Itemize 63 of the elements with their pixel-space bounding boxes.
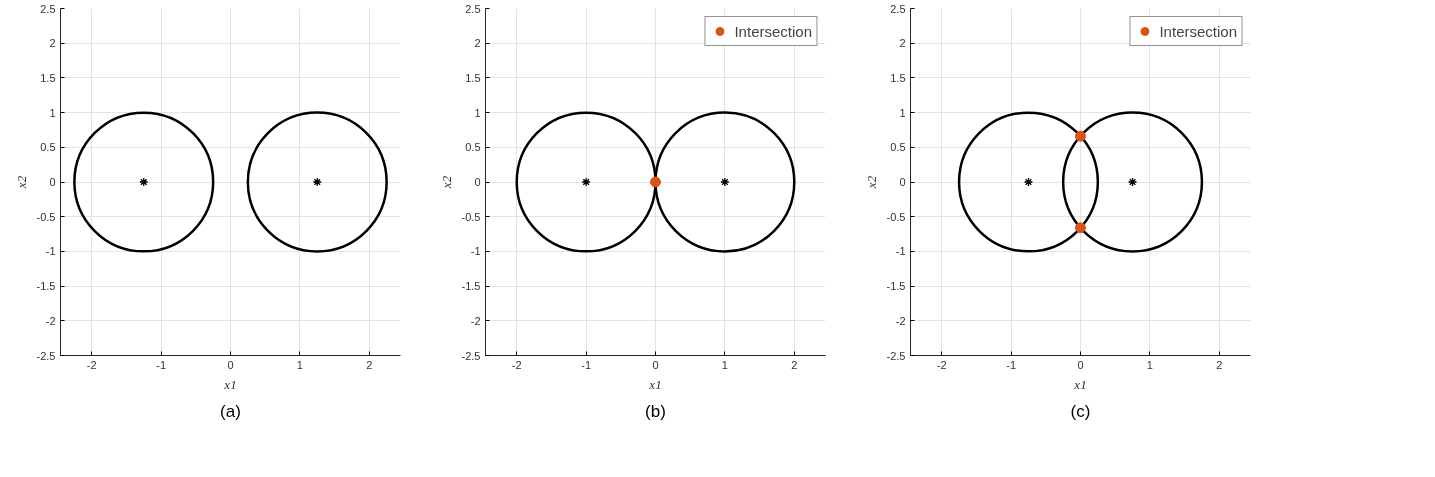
x-tick-label: 2 (791, 358, 798, 371)
x-axis-title: x1 (1073, 376, 1087, 392)
x-tick-label: 1 (1146, 358, 1153, 371)
y-tick-label: 2 (899, 37, 906, 50)
x-tick-label: -1 (1006, 358, 1016, 371)
y-tick-label: 2.5 (40, 2, 56, 15)
point (1023, 177, 1034, 187)
x-axis-title: x1 (223, 376, 237, 392)
y-tick-label: 2 (49, 37, 56, 50)
y-tick-label: -0.5 (886, 210, 906, 223)
x-tick-label: 0 (227, 358, 234, 371)
y-tick-label: 2.5 (465, 2, 481, 15)
text: (a) (220, 401, 241, 421)
x-tick-label: -2 (511, 358, 522, 371)
y-tick-label: 2 (474, 37, 481, 50)
x-tick-label: 1 (296, 358, 303, 371)
x-tick-label: 1 (721, 358, 728, 371)
y-tick-label: 1 (474, 106, 481, 119)
text: (b) (645, 401, 666, 421)
x-axis-title: x1 (648, 376, 662, 392)
y-tick-label: -2 (895, 314, 906, 327)
x-tick-label: -2 (936, 358, 947, 371)
y-tick-label: -1.5 (886, 280, 906, 293)
y-tick-label: 1.5 (40, 71, 56, 84)
y-tick-label: 1 (49, 106, 56, 119)
text: (c) (1070, 401, 1091, 421)
y-tick-label: 0 (474, 176, 481, 188)
y-tick-label: -1.5 (461, 280, 481, 293)
legend-label: Intersection (1159, 22, 1237, 40)
point (1127, 177, 1138, 187)
legend-label: Intersection (734, 22, 812, 40)
y-tick-label: -1 (45, 245, 56, 258)
x-tick-label: 0 (652, 358, 659, 371)
y-tick-label: 1.5 (465, 71, 481, 84)
x-tick-label: 2 (366, 358, 373, 371)
y-tick-label: -1 (895, 245, 906, 258)
x-tick-label: -2 (86, 358, 97, 371)
point (1075, 222, 1086, 234)
y-tick-label: -2 (45, 314, 56, 327)
y-tick-label: -2.5 (36, 349, 56, 362)
y-tick-label: 0 (899, 176, 906, 188)
y-tick-label: 1 (899, 106, 906, 119)
y-tick-label: -2 (470, 314, 481, 327)
y-tick-label: 1.5 (890, 71, 906, 84)
x-tick-label: 2 (1216, 358, 1223, 371)
y-tick-label: -2.5 (886, 349, 906, 362)
x-tick-label: -1 (581, 358, 591, 371)
y-tick-label: -1.5 (36, 280, 56, 293)
x-tick-label: 0 (1077, 358, 1084, 371)
y-axis-title: x2 (13, 175, 29, 190)
y-tick-label: 2.5 (890, 2, 906, 15)
y-axis-title: x2 (863, 175, 879, 190)
y-axis-title: x2 (438, 175, 454, 190)
y-tick-label: -0.5 (461, 210, 481, 223)
point (1075, 130, 1086, 142)
y-tick-label: 0.5 (890, 141, 906, 154)
y-tick-label: -2.5 (461, 349, 481, 362)
y-tick-label: -0.5 (36, 210, 56, 223)
y-tick-label: -1 (470, 245, 481, 258)
y-tick-label: 0 (49, 176, 56, 188)
x-tick-label: -1 (156, 358, 166, 371)
y-tick-label: 0.5 (40, 141, 56, 154)
y-tick-label: 0.5 (465, 141, 481, 154)
